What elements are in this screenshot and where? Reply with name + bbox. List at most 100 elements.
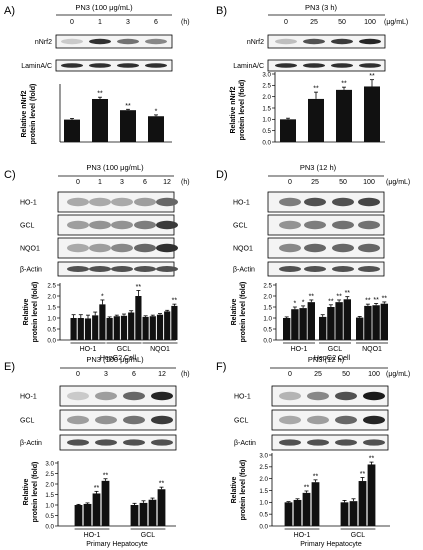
group-label-e: HO-1 [84,532,101,539]
bar-c [164,311,171,340]
blot-band-c [134,243,156,253]
bar-f [367,464,376,526]
dose-label-e: 3 [104,371,108,378]
blot-band-d [358,220,380,230]
y-axis-label-b: protein level (fold) [239,80,246,141]
bar-a [148,116,164,142]
blot-frame-b [267,34,386,49]
significance-mark-d: ** [336,293,342,300]
blot-band-f [307,391,329,401]
blot-frame-f [271,385,389,407]
blot-label-f: HO-1 [234,394,251,401]
blot-band-d [279,243,301,253]
panel-letter-b: B) [216,5,227,17]
significance-mark-d: ** [345,290,351,297]
bar-d [283,318,291,340]
dose-label-c: 1 [98,179,102,186]
y-tick-label-e: 1.5 [45,492,54,499]
blot-band-d [304,266,326,272]
y-tick-label-d: 0.0 [263,337,272,344]
blot-band-f [307,415,329,425]
blot-label-e: GCL [20,418,35,425]
y-axis-label-e: Relative [23,478,30,505]
bar-f [349,501,358,526]
bar-c [106,318,113,340]
blot-band-f [363,439,385,446]
y-tick-label-b: 1.0 [262,117,271,124]
bar-e [101,480,110,526]
y-tick-label-d: 2.5 [263,282,272,289]
bar-e [148,499,157,526]
blot-band-b [359,38,381,45]
bar-d [327,307,335,340]
blot-band-c [111,220,133,230]
bar-c [70,318,77,340]
blot-band-e [123,439,145,446]
blot-band-f [279,439,301,446]
y-tick-label-d: 1.5 [263,304,272,311]
blot-frame-b [267,59,386,72]
bar-c [149,316,156,340]
y-tick-label-f: 2.5 [259,464,268,471]
dose-label-e: 12 [158,371,166,378]
dose-unit-e: (h) [181,371,190,378]
blot-frame-f [271,434,389,451]
blot-band-d [304,197,326,207]
dose-label-a: 0 [70,19,74,26]
y-tick-label-e: 2.5 [45,471,54,478]
group-label-c: GCL [117,346,132,353]
blot-band-b [303,38,325,45]
bar-e [130,505,139,526]
blot-band-d [358,197,380,207]
bar-f [302,492,311,526]
blot-band-b [359,63,381,68]
significance-mark-d: ** [328,298,334,305]
blot-band-d [304,243,326,253]
blot-label-b: LaminA/C [233,63,264,70]
dose-label-d: 0 [288,179,292,186]
bar-c [113,316,120,340]
y-tick-label-f: 3.0 [259,452,268,459]
blot-band-e [67,415,89,425]
blot-band-f [307,439,329,446]
blot-band-b [275,63,297,68]
y-axis-label-d: Relative [231,298,238,325]
blot-band-d [279,197,301,207]
blot-band-c [111,266,133,272]
blot-band-b [331,63,353,68]
dose-label-b: 0 [284,19,288,26]
bar-d [364,305,372,340]
dose-label-e: 0 [76,371,80,378]
dose-label-f: 25 [314,371,322,378]
significance-mark-a: * [155,108,158,115]
y-tick-label-e: 3.0 [45,460,54,467]
dose-label-b: 25 [310,19,318,26]
dose-label-b: 50 [338,19,346,26]
y-tick-label-b: 0.0 [262,139,271,146]
y-axis-label-f: Relative [231,476,238,503]
blot-band-d [332,197,354,207]
blot-band-c [67,197,89,207]
y-tick-label-d: 1.0 [263,315,272,322]
bar-c [171,305,178,340]
x-axis-label-d: HepG2 Cell [314,355,351,362]
blot-band-e [67,391,89,401]
bar-f [284,502,293,526]
bar-c [120,315,128,340]
blot-frame-e [59,385,177,407]
blot-band-d [332,220,354,230]
blot-label-c: β-Actin [20,267,42,274]
blot-label-f: GCL [234,418,249,425]
blot-label-d: HO-1 [233,200,250,207]
blot-frame-e [59,409,177,431]
blot-band-d [279,220,301,230]
dose-unit-a: (h) [181,19,190,26]
blot-band-d [358,266,380,272]
bar-d [307,302,315,340]
group-label-e: GCL [141,532,156,539]
dose-label-a: 6 [154,19,158,26]
blot-band-a [145,63,167,68]
treatment-label-d: PN3 (12 h) [300,163,337,172]
panel-letter-a: A) [4,5,15,17]
significance-mark-a: ** [125,103,131,110]
